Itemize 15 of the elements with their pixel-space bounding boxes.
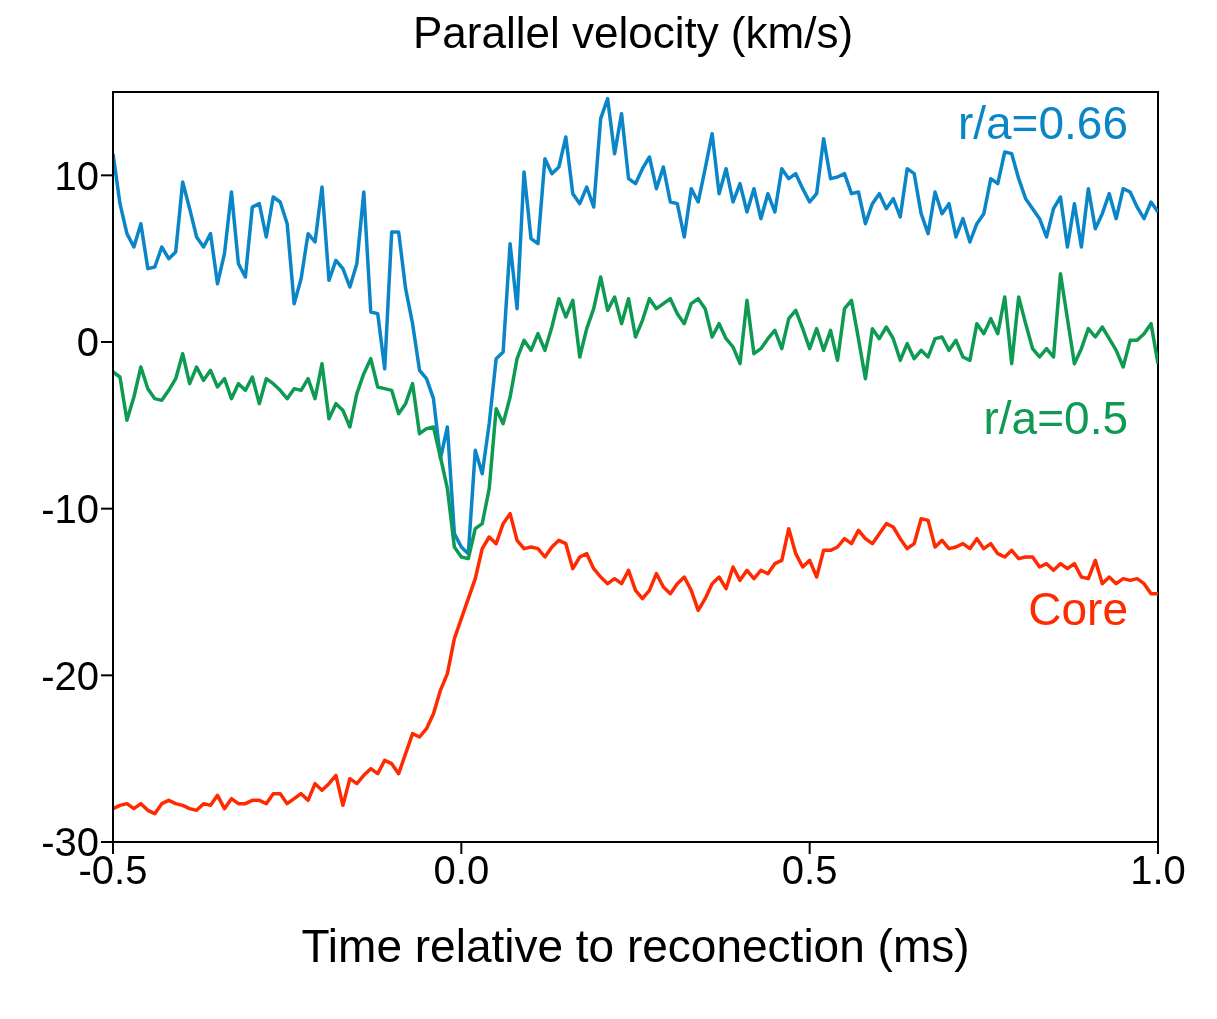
x-tick-label: 0.0 — [433, 848, 490, 893]
series-label: r/a=0.5 — [983, 391, 1128, 444]
x-tick-label: 1.0 — [1130, 848, 1186, 893]
line-series — [113, 271, 1158, 561]
y-tick-label: -10 — [41, 486, 99, 531]
y-tick-label: -20 — [41, 653, 99, 698]
x-axis-title: Time relative to reconection (ms) — [301, 920, 970, 972]
y-tick-label: 10 — [54, 153, 99, 198]
series-label: Core — [1028, 583, 1128, 636]
y-tick-label: 0 — [76, 320, 99, 365]
line-series — [113, 96, 1158, 556]
x-tick-label: 0.5 — [781, 848, 838, 893]
line-series — [113, 511, 1158, 816]
chart-title: Parallel velocity (km/s) — [411, 8, 855, 59]
series-label: r/a=0.66 — [957, 96, 1128, 149]
